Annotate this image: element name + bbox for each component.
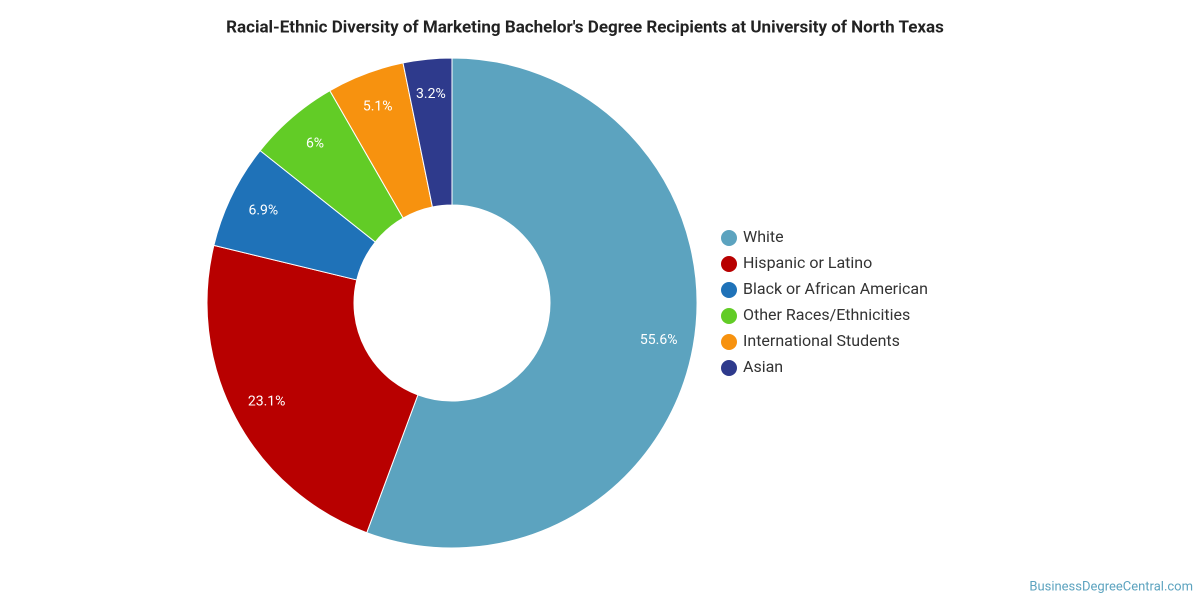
legend-label: International Students: [743, 331, 900, 350]
legend-label: Black or African American: [743, 279, 928, 298]
legend-label: Other Races/Ethnicities: [743, 305, 910, 324]
legend-label: Hispanic or Latino: [743, 253, 872, 272]
chart-title: Racial-Ethnic Diversity of Marketing Bac…: [226, 17, 944, 37]
data-label: 6%: [306, 136, 324, 152]
legend-marker: [721, 256, 737, 272]
data-label: 3.2%: [416, 86, 446, 102]
data-label: 6.9%: [248, 203, 278, 219]
data-label: 5.1%: [363, 98, 393, 114]
data-label: 55.6%: [640, 332, 678, 348]
legend-marker: [721, 282, 737, 298]
donut-slice: [206, 244, 419, 534]
donut-slice: [366, 57, 698, 549]
source: BusinessDegreeCentral.com: [1029, 579, 1193, 594]
legend-marker: [721, 230, 737, 246]
data-label: 23.1%: [248, 393, 286, 409]
legend-marker: [721, 308, 737, 324]
legend-label: White: [743, 227, 784, 246]
legend-marker: [721, 334, 737, 350]
legend-marker: [721, 360, 737, 376]
donut-slice: [402, 57, 453, 208]
legend-label: Asian: [743, 357, 783, 376]
